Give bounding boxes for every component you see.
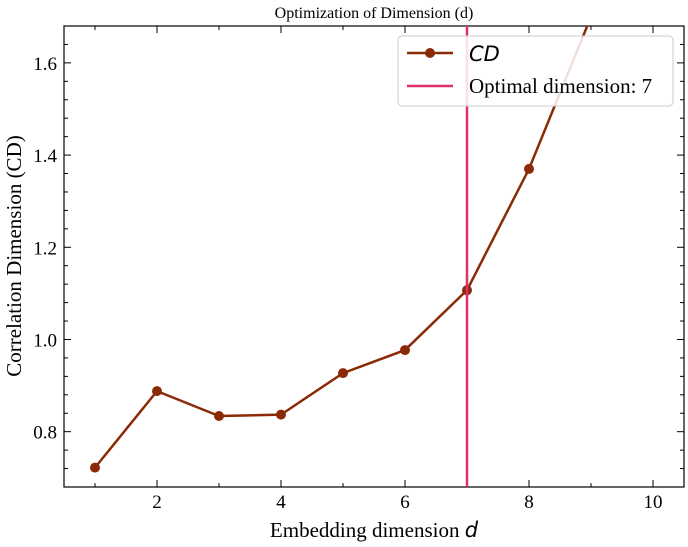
data-point-cd — [524, 163, 534, 174]
data-point-cd — [276, 409, 286, 420]
x-tick-label: 4 — [276, 492, 286, 513]
data-point-cd — [214, 411, 224, 422]
x-axis-label-variable: d — [465, 518, 479, 542]
data-point-cd — [338, 368, 348, 379]
y-tick-label: 0.8 — [33, 423, 57, 444]
legend-box — [397, 35, 674, 107]
y-tick-label: 1.4 — [33, 146, 57, 167]
data-point-cd — [152, 386, 162, 397]
legend-swatch-cd-marker — [425, 48, 435, 58]
x-axis-label: Embedding dimension d — [270, 518, 479, 542]
chart-title: Optimization of Dimension (d) — [275, 5, 474, 22]
x-axis-label-text: Embedding dimension — [270, 518, 465, 542]
y-axis-label: Correlation Dimension (CD) — [2, 135, 26, 376]
y-tick-label: 1.0 — [33, 330, 57, 351]
y-tick-label: 1.2 — [33, 238, 57, 259]
legend-label-cd: CD — [469, 42, 500, 66]
x-tick-labels: 2 4 6 8 10 — [152, 492, 662, 513]
data-point-cd — [586, 12, 596, 22]
legend: CD Optimal dimension: 7 — [397, 35, 674, 107]
plot-frame — [63, 25, 685, 488]
x-tick-label: 8 — [524, 492, 534, 513]
y-tick-label: 1.6 — [33, 54, 57, 75]
y-tick-labels: 0.8 1.0 1.2 1.4 1.6 — [33, 54, 57, 444]
x-tick-label: 2 — [152, 492, 162, 513]
legend-label-optimal: Optimal dimension: 7 — [469, 74, 652, 98]
axis-ticks — [64, 25, 684, 488]
data-point-cd — [400, 345, 410, 356]
data-point-cd — [90, 462, 100, 473]
x-tick-label: 6 — [400, 492, 410, 513]
x-tick-label: 10 — [644, 492, 663, 513]
